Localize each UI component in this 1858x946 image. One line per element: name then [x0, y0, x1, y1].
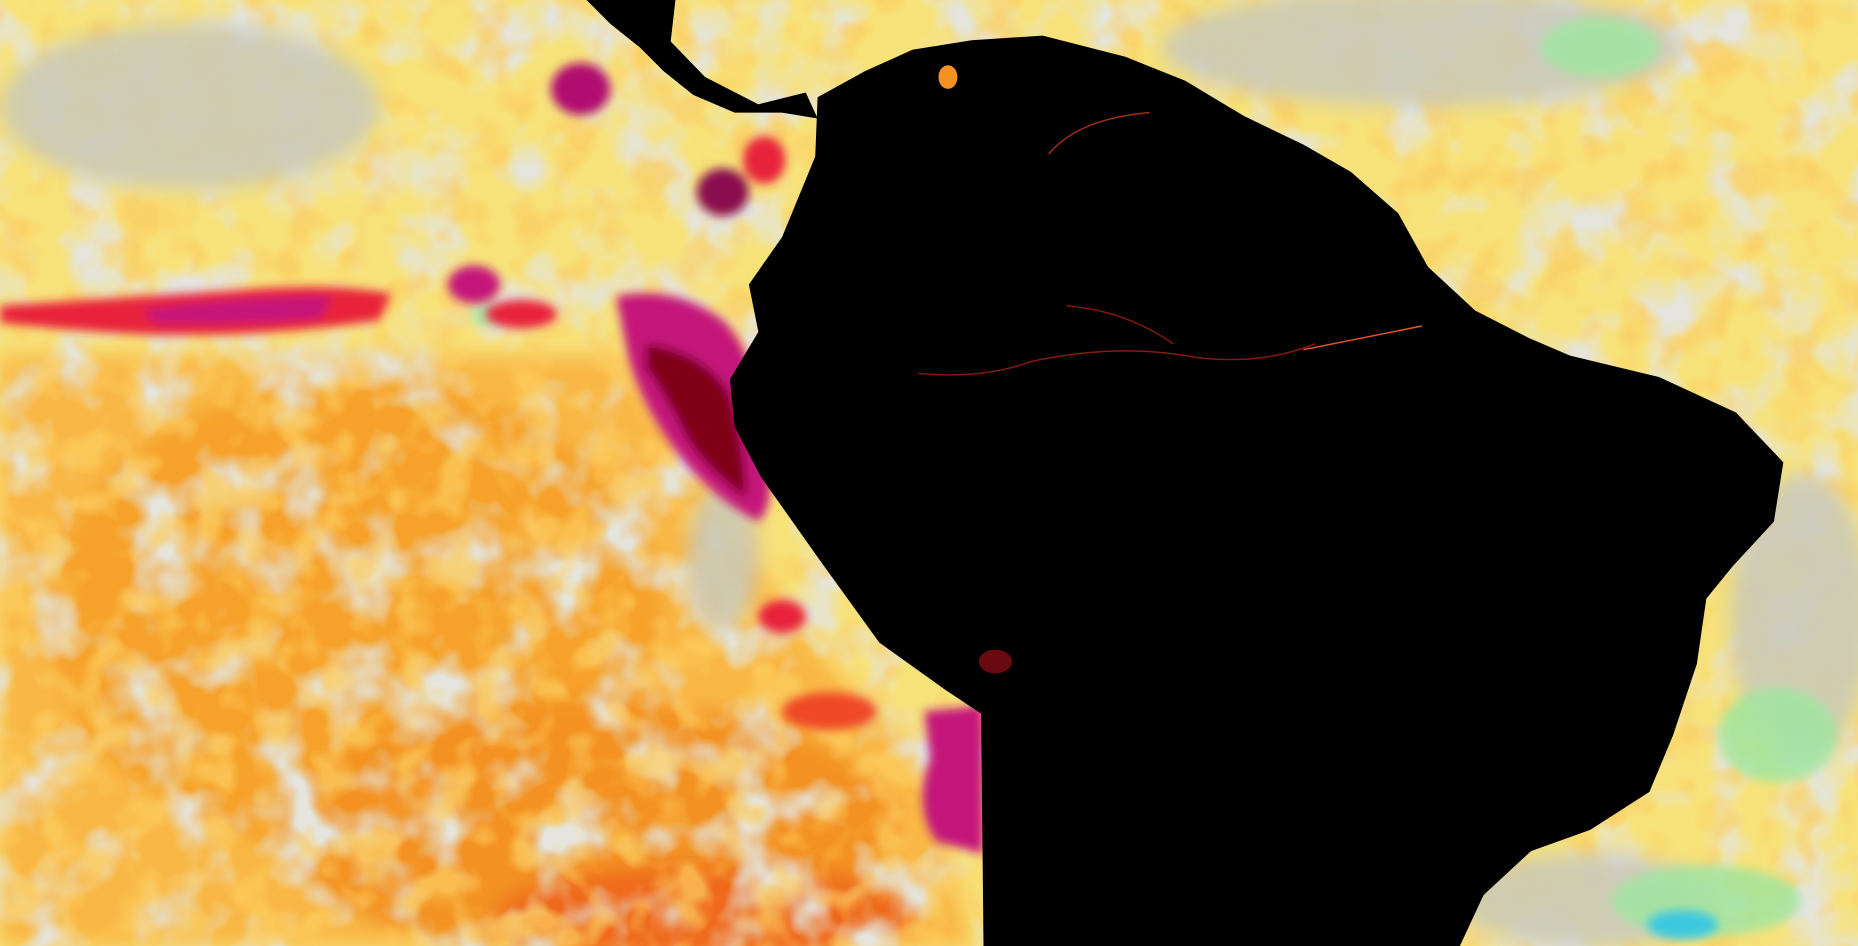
cold-spot: [1647, 910, 1719, 939]
central-america-land: [586, 0, 818, 119]
rivers: [918, 111, 1423, 376]
hot-anomalies: [0, 62, 984, 854]
south-america-land: [729, 35, 1784, 946]
cool-patches: [471, 17, 1837, 937]
lake: [978, 649, 1012, 674]
coastal-spot: [938, 65, 958, 89]
